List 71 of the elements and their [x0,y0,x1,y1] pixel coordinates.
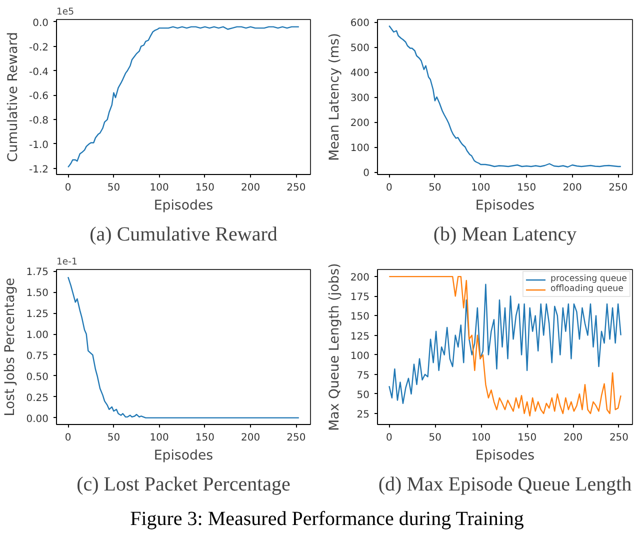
x-tick-label: 0 [64,182,72,194]
y-tick-label: 100 [350,143,370,154]
x-tick-label: 250 [609,432,629,444]
x-axis-title: Episodes [475,448,535,464]
x-tick-label: 100 [472,432,491,444]
y-tick-label: 1.25 [26,309,48,320]
y-axis-title: Lost Jobs Percentage [3,278,18,416]
x-tick-label: 0 [64,432,72,444]
y-tick-label: -1.0 [28,140,49,151]
x-tick-label: 150 [195,182,214,194]
y-tick-label: -0.8 [28,116,49,127]
x-tick-label: 200 [241,182,260,194]
y-axis-title: Mean Latency (ms) [327,33,342,161]
text: (a) Cumulative Reward [90,224,278,246]
x-tick-label: 150 [518,432,537,444]
y-tick-label: 1.50 [26,288,48,300]
text: (d) Max Episode Queue Length [378,474,632,496]
y-tick-label: -0.6 [28,91,49,102]
y-tick-label: -0.4 [28,66,49,78]
y-tick-label: 150 [350,312,370,323]
x-tick-label: 100 [471,182,490,194]
y-tick-label: 75 [356,370,370,382]
y-tick-label: 0.0 [32,18,49,29]
y-tick-label: 1.75 [26,267,48,278]
caption: Figure 3: Measured Performance during Training [130,507,524,532]
x-tick-label: 150 [195,432,214,444]
x-axis-title: Episodes [154,448,214,464]
y-tick-label: -1.2 [28,164,49,176]
y-axis-title: Cumulative Reward [6,32,21,162]
text: (c) Lost Packet Percentage [76,474,291,496]
y-tick-label: 125 [350,331,370,342]
text: 1e-1 [56,256,78,268]
y-tick-label: 0.00 [26,414,48,425]
y-tick-label: 50 [356,390,370,401]
x-tick-label: 0 [386,432,392,444]
x-tick-label: 200 [562,182,582,194]
x-tick-label: 150 [516,182,536,194]
x-tick-label: 50 [428,182,442,194]
x-tick-label: 50 [107,432,120,444]
x-axis-title: Episodes [154,198,214,214]
x-tick-label: 50 [107,182,120,194]
y-tick-label: 25 [356,410,370,421]
legend-label: processing queue [550,274,627,284]
x-tick-label: 50 [428,432,442,444]
y-tick-label: -0.2 [28,42,49,54]
y-tick-label: 0 [363,168,370,179]
y-tick-label: 300 [350,93,370,104]
y-tick-label: 0.75 [26,350,48,362]
x-tick-label: 250 [608,182,628,194]
y-tick-label: 400 [350,68,370,79]
x-tick-label: 200 [563,432,583,444]
x-tick-label: 0 [386,182,392,194]
y-tick-label: 600 [350,18,370,29]
y-tick-label: 0.25 [26,392,48,404]
y-tick-label: 500 [350,43,370,54]
x-tick-label: 250 [286,432,306,444]
y-tick-label: 200 [350,118,370,129]
text: 1e5 [56,6,74,18]
x-tick-label: 200 [241,432,260,444]
x-tick-label: 250 [286,182,306,194]
y-tick-label: 175 [350,292,370,304]
y-tick-label: 200 [350,272,370,284]
text: (b) Mean Latency [433,224,577,246]
y-tick-label: 100 [350,350,370,362]
legend-label: offloading queue [550,284,624,294]
x-tick-label: 100 [150,432,169,444]
y-tick-label: 0.50 [26,372,48,383]
x-axis-title: Episodes [475,198,535,214]
x-tick-label: 100 [150,182,169,194]
y-axis-title: Max Queue Length (jobs) [327,263,342,431]
y-tick-label: 1.00 [26,330,48,342]
